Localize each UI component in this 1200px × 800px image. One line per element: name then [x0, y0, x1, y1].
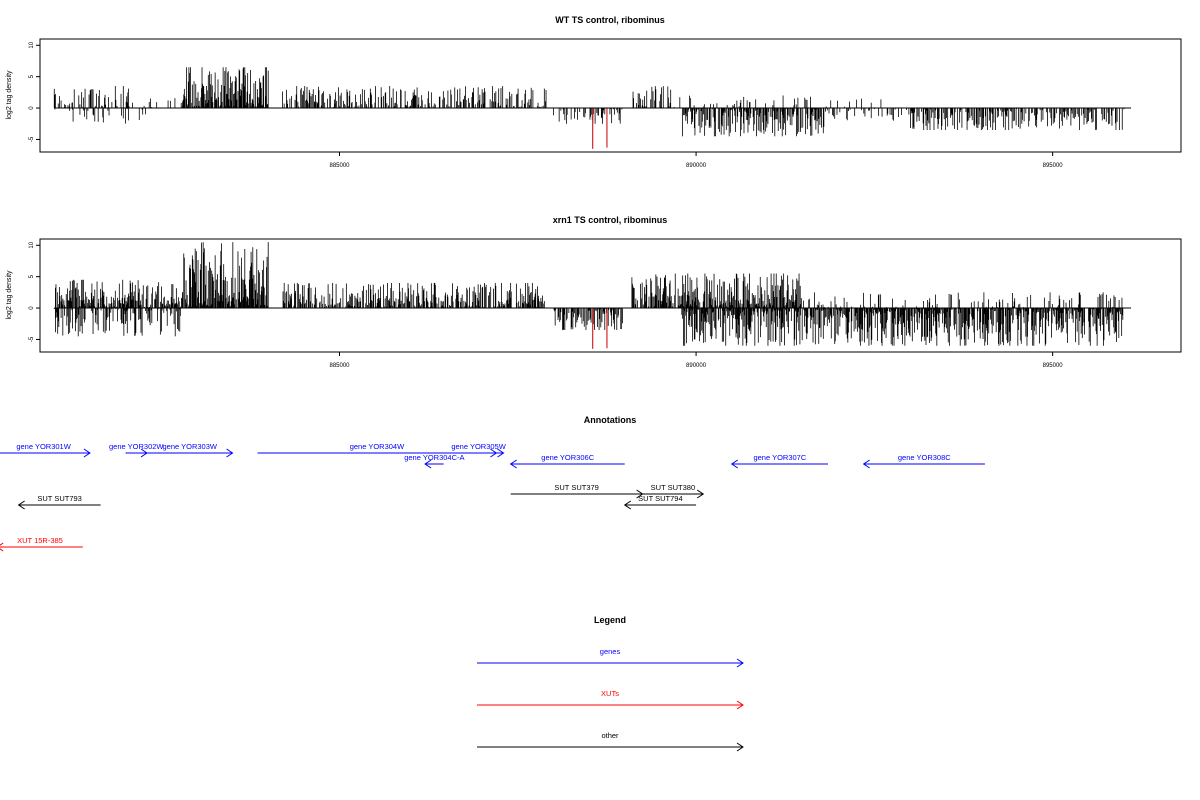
- other-label: SUT SUT794: [638, 494, 682, 503]
- wt-plot-frame: [39, 38, 1182, 153]
- other-arrow-head: [623, 500, 632, 510]
- xrn1-y-tick-label: -5: [29, 336, 35, 342]
- gene-label: gene YOR306C: [541, 453, 594, 462]
- xrn1-x-tick-label: 885000: [329, 363, 350, 369]
- gene-label: gene YOR308C: [898, 453, 951, 462]
- gene-arrow-head: [424, 459, 432, 469]
- other-label: SUT SUT379: [554, 483, 598, 492]
- other-label: SUT SUT380: [651, 483, 695, 492]
- legend-arrow-head: [736, 742, 744, 752]
- annotation-feature: gene YOR306C: [509, 453, 625, 469]
- gene-label: gene YOR303W: [163, 442, 218, 451]
- legend-label: other: [601, 731, 619, 740]
- annotation-feature: gene YOR302W: [109, 442, 164, 458]
- annotation-feature: gene YOR307C: [730, 453, 829, 469]
- gene-arrow-head: [862, 459, 870, 469]
- legend-item-other: other: [477, 731, 744, 752]
- legend-title: Legend: [594, 615, 626, 625]
- annotations-panel: Annotations gene YOR301W gene YOR302W gene…: [0, 415, 985, 552]
- xrn1-y-tick-label: 0: [29, 306, 35, 310]
- xrn1-x-tick-label: 895000: [1043, 363, 1064, 369]
- other-label: SUT SUT793: [37, 494, 81, 503]
- xrn1-y-axis: -5 0 5 10: [29, 241, 40, 342]
- legend-items: genes XUTs other: [477, 647, 744, 752]
- gene-label: gene YOR307C: [753, 453, 806, 462]
- xrn1-plot-frame: [39, 238, 1182, 353]
- xrn1-y-tick-label: 10: [29, 241, 35, 248]
- wt-signal-bars: [53, 67, 1125, 149]
- xrn1-panel-title: xrn1 TS control, ribominus: [553, 215, 668, 225]
- annotation-feature: gene YOR301W: [0, 442, 91, 458]
- xrn1-y-axis-label: log2 tag density: [6, 270, 13, 320]
- annotation-feature: gene YOR305W: [451, 442, 507, 458]
- xrn1-track-panel: xrn1 TS control, ribominus log2 tag dens…: [6, 215, 1182, 369]
- wt-panel-title: WT TS control, ribominus: [555, 15, 665, 25]
- xrn1-x-axis: 885000 890000 895000: [329, 352, 1063, 369]
- annotation-feature: gene YOR308C: [862, 453, 985, 469]
- wt-track-panel: WT TS control, ribominus log2 tag densit…: [6, 15, 1182, 169]
- wt-y-tick-label: 5: [29, 74, 35, 78]
- wt-x-tick-label: 895000: [1043, 163, 1064, 169]
- legend-item-gene: genes: [477, 647, 744, 668]
- gene-arrow-head: [730, 459, 739, 469]
- gene-label: gene YOR301W: [16, 442, 71, 451]
- wt-y-axis: -5 0 5 10: [29, 41, 40, 142]
- xrn1-y-tick-label: 5: [29, 274, 35, 278]
- wt-y-tick-label: 10: [29, 41, 35, 48]
- annotation-feature: XUT 15R-385: [0, 536, 83, 552]
- xrn1-signal-bars: [53, 242, 1124, 349]
- gene-label: gene YOR304C-A: [404, 453, 464, 462]
- other-arrow-head: [17, 500, 25, 510]
- wt-x-axis: 885000 890000 895000: [329, 152, 1063, 169]
- other-arrow-head: [696, 489, 705, 499]
- wt-y-tick-label: 0: [29, 106, 35, 110]
- legend-label: genes: [600, 647, 621, 656]
- annotation-feature: gene YOR304C-A: [404, 453, 465, 469]
- annotation-feature: gene YOR303W: [146, 442, 234, 458]
- legend-item-xut: XUTs: [477, 689, 744, 710]
- legend-arrow-head: [736, 700, 744, 710]
- gene-arrow-head: [226, 448, 234, 458]
- annotations-title: Annotations: [584, 415, 637, 425]
- wt-x-tick-label: 885000: [329, 163, 350, 169]
- xut-label: XUT 15R-385: [17, 536, 63, 545]
- annotation-feature: SUT SUT794: [623, 494, 697, 510]
- gene-arrow-head: [509, 459, 517, 469]
- gene-label: gene YOR305W: [451, 442, 506, 451]
- gene-label: gene YOR304W: [350, 442, 405, 451]
- legend-panel: Legend genes XUTs other: [477, 615, 744, 752]
- annotation-feature: SUT SUT379: [510, 483, 644, 499]
- annotation-feature: SUT SUT380: [642, 483, 705, 499]
- wt-x-tick-label: 890000: [686, 163, 707, 169]
- annotation-features: gene YOR301W gene YOR302W gene YOR303W gene…: [0, 442, 985, 552]
- wt-y-tick-label: -5: [29, 136, 35, 142]
- xut-arrow-head: [0, 542, 4, 552]
- gene-label: gene YOR302W: [109, 442, 164, 451]
- gene-arrow-head: [83, 448, 91, 458]
- gene-arrow-head: [497, 448, 505, 458]
- legend-arrow-head: [736, 658, 744, 668]
- annotation-feature: SUT SUT793: [17, 494, 101, 510]
- legend-label: XUTs: [601, 689, 619, 698]
- wt-y-axis-label: log2 tag density: [6, 70, 13, 120]
- xrn1-x-tick-label: 890000: [686, 363, 707, 369]
